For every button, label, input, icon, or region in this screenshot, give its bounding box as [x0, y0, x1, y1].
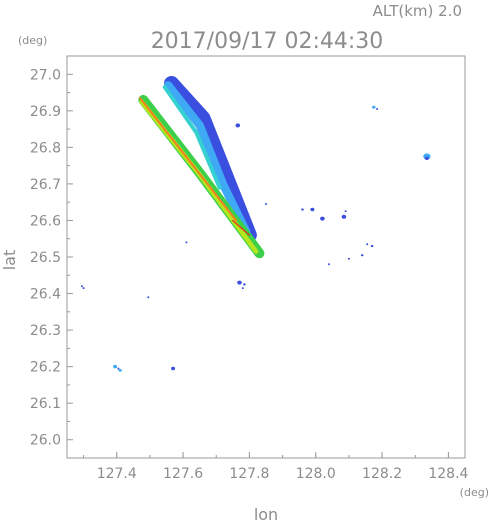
x-tick-label-2: 127.8 — [229, 466, 269, 482]
y-tick-label-5: 26.5 — [30, 250, 61, 266]
altitude-label: ALT(km) 2.0 — [373, 2, 462, 20]
echo-blob-13 — [301, 208, 304, 211]
echo-blob-6 — [171, 366, 176, 371]
echo-blob-23 — [372, 105, 376, 109]
y-tick-label-9: 26.9 — [30, 104, 61, 120]
y-tick-label-10: 27.0 — [30, 67, 61, 83]
y-tick-label-2: 26.2 — [30, 360, 61, 376]
echo-blob-19 — [347, 257, 350, 260]
x-axis-ticks: 127.4 127.6 127.8 128.0 128.2 128.4 — [83, 452, 469, 482]
x-tick-label-4: 128.2 — [362, 466, 402, 482]
echo-blob-0 — [80, 285, 83, 288]
streak-upper-layer-2 — [162, 85, 222, 190]
echo-blob-16 — [341, 214, 347, 219]
echo-blob-5 — [117, 367, 120, 370]
y-tick-label-7: 26.7 — [30, 177, 61, 193]
streak-lower-layer-3 — [232, 219, 251, 236]
x-unit-label: (deg) — [460, 486, 489, 499]
echo-blob-20 — [360, 254, 364, 257]
y-tick-label-0: 26.0 — [30, 433, 61, 449]
x-tick-label-0: 127.4 — [97, 466, 137, 482]
streak-lower-layer-2 — [139, 97, 238, 222]
echo-blob-9 — [243, 283, 246, 286]
x-tick-label-1: 127.6 — [163, 466, 203, 482]
y-tick-label-4: 26.4 — [30, 287, 61, 303]
y-tick-label-3: 26.3 — [30, 323, 61, 339]
echo-blob-18 — [328, 263, 330, 266]
echo-blob-24 — [376, 108, 379, 110]
echo-blob-11 — [235, 123, 241, 128]
x-tick-label-3: 128.0 — [296, 466, 336, 482]
y-tick-label-8: 26.8 — [30, 140, 61, 156]
y-tick-label-6: 26.6 — [30, 213, 61, 229]
echo-blob-22 — [370, 244, 374, 248]
y-axis-label: lat — [0, 250, 19, 271]
echo-blob-2 — [147, 296, 150, 299]
y-axis-ticks: 26.0 26.1 26.2 26.3 26.4 26.5 26.6 26.7 26.8 26.9… — [30, 67, 73, 459]
x-axis-label: lon — [254, 505, 278, 521]
echo-blob-8 — [237, 280, 242, 285]
plot-marks — [80, 75, 431, 372]
echo-blob-1 — [82, 287, 85, 290]
x-tick-label-5: 128.4 — [428, 466, 468, 482]
echo-blob-14 — [310, 207, 315, 212]
streak-upper-layer-1 — [164, 81, 251, 236]
echo-blob-10 — [241, 287, 244, 290]
y-unit-label: (deg) — [18, 34, 47, 47]
echo-blob-17 — [344, 210, 347, 213]
echo-blob-15 — [320, 216, 325, 221]
echo-blob-21 — [366, 243, 369, 246]
streak-upper — [162, 75, 257, 243]
echo-blob-4 — [118, 368, 122, 372]
plot-frame — [66, 55, 466, 459]
y-tick-label-1: 26.1 — [30, 396, 61, 412]
echo-blob-26 — [424, 156, 429, 160]
echo-blob-7 — [185, 241, 188, 244]
streak-lower — [138, 94, 265, 259]
echo-blob-12 — [265, 203, 267, 205]
echo-blob-3 — [113, 364, 118, 369]
timestamp-title: 2017/09/17 02:44:30 — [151, 29, 384, 54]
